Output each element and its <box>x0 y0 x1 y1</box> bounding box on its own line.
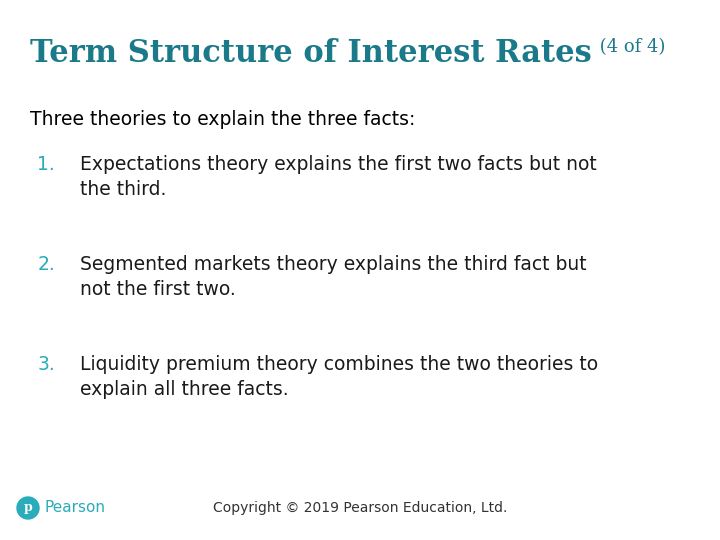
Text: 1.: 1. <box>37 155 55 174</box>
Text: Copyright © 2019 Pearson Education, Ltd.: Copyright © 2019 Pearson Education, Ltd. <box>213 501 507 515</box>
Text: Term Structure of Interest Rates: Term Structure of Interest Rates <box>30 38 592 69</box>
Text: 2.: 2. <box>37 255 55 274</box>
Text: Liquidity premium theory combines the two theories to
explain all three facts.: Liquidity premium theory combines the tw… <box>80 355 598 399</box>
Text: Pearson: Pearson <box>44 501 105 516</box>
Text: Three theories to explain the three facts:: Three theories to explain the three fact… <box>30 110 415 129</box>
Text: (4 of 4): (4 of 4) <box>594 38 665 56</box>
Text: Segmented markets theory explains the third fact but
not the first two.: Segmented markets theory explains the th… <box>80 255 587 299</box>
Text: Expectations theory explains the first two facts but not
the third.: Expectations theory explains the first t… <box>80 155 597 199</box>
Circle shape <box>17 497 39 519</box>
Text: p: p <box>24 502 32 515</box>
Text: 3.: 3. <box>37 355 55 374</box>
